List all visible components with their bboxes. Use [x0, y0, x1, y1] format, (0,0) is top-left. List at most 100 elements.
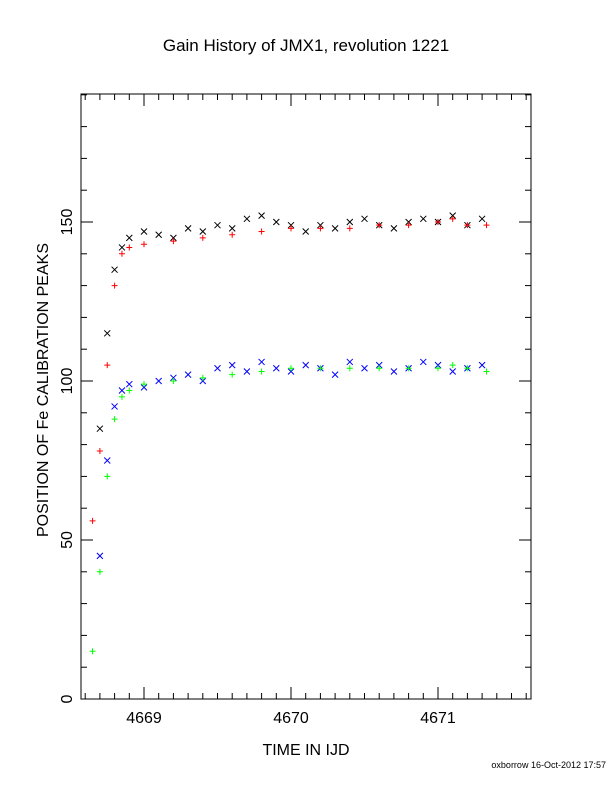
- data-point-series-1: [199, 234, 206, 241]
- data-point-series-0: [390, 225, 398, 232]
- data-point-series-1: [104, 362, 111, 369]
- y-axis-label: POSITION OF Fe CALIBRATION PEAKS: [35, 243, 52, 537]
- data-point-series-0: [258, 212, 265, 219]
- y-tick-label: 150: [59, 209, 76, 236]
- data-point-series-2: [199, 377, 207, 385]
- data-point-series-3: [229, 371, 236, 378]
- data-point-series-3: [126, 387, 133, 394]
- y-tick-label: 0: [59, 694, 76, 703]
- data-point-series-2: [103, 457, 111, 464]
- data-point-series-1: [89, 517, 96, 524]
- data-point-series-3: [288, 365, 294, 372]
- data-point-series-2: [449, 368, 457, 375]
- data-point-series-0: [361, 215, 368, 223]
- data-point-series-3: [96, 568, 103, 575]
- data-point-series-0: [140, 228, 148, 235]
- data-point-series-0: [96, 425, 104, 433]
- data-point-series-0: [228, 225, 236, 232]
- footer-credit: oxborrow 16-Oct-2012 17:57: [491, 760, 606, 770]
- data-point-series-1: [111, 282, 118, 289]
- data-point-series-2: [170, 374, 177, 382]
- data-point-series-2: [302, 361, 310, 369]
- data-point-series-1: [376, 222, 383, 229]
- data-point-series-3: [89, 648, 96, 655]
- data-point-series-0: [419, 215, 427, 223]
- data-point-series-0: [331, 225, 339, 232]
- data-point-series-1: [118, 250, 125, 257]
- y-tick-label: 50: [59, 531, 76, 549]
- data-point-series-2: [214, 364, 221, 372]
- data-point-series-2: [331, 371, 339, 378]
- data-point-series-3: [405, 365, 412, 372]
- x-axis-label: TIME IN IJD: [262, 742, 349, 759]
- data-point-series-0: [243, 215, 251, 223]
- data-point-series-1: [141, 241, 147, 248]
- data-point-series-1: [464, 222, 471, 229]
- data-point-series-3: [346, 365, 353, 372]
- data-point-series-3: [258, 368, 265, 375]
- data-point-series-3: [464, 365, 471, 372]
- data-point-series-0: [125, 234, 133, 242]
- data-point-series-2: [375, 361, 383, 369]
- y-tick-label: 100: [59, 368, 76, 395]
- data-point-series-2: [118, 387, 126, 394]
- data-point-series-3: [104, 473, 111, 480]
- data-point-series-2: [287, 368, 295, 375]
- data-point-series-2: [346, 358, 354, 366]
- data-point-series-3: [111, 416, 118, 423]
- data-point-series-2: [125, 380, 133, 388]
- data-point-series-2: [184, 371, 192, 378]
- data-point-series-0: [199, 228, 207, 235]
- data-point-series-0: [287, 221, 295, 229]
- data-point-series-1: [258, 228, 265, 235]
- data-point-series-1: [96, 447, 103, 454]
- data-point-series-3: [435, 365, 441, 372]
- data-point-series-0: [302, 228, 310, 235]
- data-point-series-1: [449, 215, 456, 222]
- data-point-series-0: [346, 218, 354, 226]
- chart-title: Gain History of JMX1, revolution 1221: [163, 36, 449, 55]
- data-point-series-0: [170, 234, 177, 242]
- data-point-series-1: [170, 238, 177, 245]
- data-point-series-3: [483, 368, 490, 375]
- data-point-series-2: [243, 368, 251, 375]
- data-point-series-3: [449, 362, 456, 369]
- data-point-series-3: [317, 365, 324, 372]
- data-point-series-2: [155, 377, 163, 385]
- data-point-series-2: [228, 361, 236, 369]
- data-point-series-0: [214, 221, 221, 229]
- data-point-series-0: [405, 218, 412, 226]
- x-tick-label: 4669: [126, 710, 162, 727]
- data-point-series-3: [141, 381, 147, 388]
- data-point-series-2: [434, 361, 442, 369]
- data-point-series-2: [258, 358, 265, 366]
- data-point-series-0: [317, 221, 324, 229]
- data-point-series-1: [346, 225, 353, 232]
- data-point-series-2: [478, 361, 486, 369]
- plot-frame: [80, 93, 532, 700]
- data-point-series-1: [405, 222, 412, 229]
- data-point-series-1: [483, 222, 490, 229]
- data-point-series-3: [199, 374, 206, 381]
- data-point-series-0: [184, 225, 192, 232]
- data-point-series-2: [390, 368, 398, 375]
- data-point-series-1: [126, 244, 133, 251]
- data-point-series-0: [103, 329, 111, 337]
- data-point-series-1: [229, 231, 236, 238]
- data-marks: [89, 212, 490, 655]
- data-point-series-3: [118, 393, 125, 400]
- x-tick-label: 4671: [420, 710, 456, 727]
- data-point-series-0: [272, 218, 280, 226]
- data-point-series-0: [449, 212, 457, 219]
- data-point-series-3: [170, 378, 177, 384]
- data-point-series-0: [118, 244, 126, 251]
- x-tick-label: 4670: [273, 710, 309, 727]
- data-point-series-2: [111, 403, 118, 410]
- data-point-series-1: [288, 225, 294, 232]
- data-point-series-1: [435, 219, 441, 225]
- data-point-series-2: [419, 358, 427, 366]
- axis-ticks: [81, 94, 531, 700]
- data-point-series-0: [478, 215, 486, 223]
- data-point-series-2: [272, 364, 280, 372]
